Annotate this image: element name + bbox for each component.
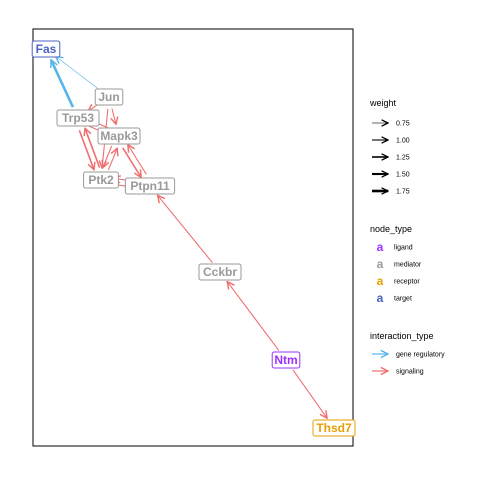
legend-interaction-type-title: interaction_type (370, 331, 434, 341)
node-box-ptpn11 (124, 177, 176, 195)
legend-weight: weight 0.75 1.00 1.25 1.50 1.75 (369, 98, 410, 196)
legend-node-glyph: a (377, 274, 384, 288)
node-box-ptk2 (83, 171, 119, 189)
node-box-jun (94, 88, 124, 106)
edge-ptpn11-mapk3 (128, 145, 147, 175)
node-label-mapk3: Mapk3 (100, 129, 138, 143)
edge-trp53-fas (49, 60, 75, 108)
node-jun: Jun (94, 88, 124, 106)
legend-node-label: receptor (394, 279, 420, 286)
node-label-jun: Jun (98, 90, 119, 104)
legend-node-glyph: a (377, 240, 384, 254)
legend-node-glyph: a (377, 291, 384, 305)
legend-node-label: target (394, 296, 412, 303)
node-label-ptpn11: Ptpn11 (130, 179, 170, 193)
nodes-layer: Fas Jun Trp53 Mapk3 Ptk2 Ptpn11 Cckbr Ntm Thsd7 (31, 40, 356, 437)
edge-jun-fas (56, 56, 100, 90)
node-mapk3: Mapk3 (97, 127, 141, 145)
edge-ntm-thsd7 (292, 369, 327, 418)
edge-cckbr-ptpn11 (158, 195, 213, 264)
legend-weight-label: 0.75 (396, 121, 410, 128)
edge-trp53-ptk2 (78, 130, 94, 169)
node-ntm: Ntm (271, 351, 301, 369)
legend-interaction-type-items: gene regulatory signaling (372, 352, 445, 376)
legend-weight-label: 1.00 (396, 138, 410, 145)
legend-weight-items: 0.75 1.00 1.25 1.50 1.75 (372, 121, 410, 196)
node-label-trp53: Trp53 (62, 111, 94, 125)
node-box-ntm (271, 351, 301, 369)
node-box-trp53 (56, 109, 100, 127)
legend-node-label: mediator (394, 262, 422, 269)
legend-node-type-title: node_type (370, 224, 412, 234)
legend-weight-label: 1.50 (396, 172, 410, 179)
node-cckbr: Cckbr (198, 263, 242, 281)
node-box-mapk3 (97, 127, 141, 145)
node-box-fas (31, 40, 61, 58)
node-label-ptk2: Ptk2 (88, 173, 114, 187)
node-ptk2: Ptk2 (83, 171, 119, 189)
legend-node-type-items: a ligand a mediator a receptor a target (377, 240, 422, 305)
edge-mapk3-ptpn11 (122, 147, 141, 178)
edge-ptk2-mapk3 (107, 148, 117, 171)
legend-interaction-label: signaling (396, 369, 424, 376)
edge-jun-mapk3 (112, 108, 116, 125)
legend-weight-title: weight (369, 98, 397, 108)
legend-weight-label: 1.75 (396, 189, 410, 196)
legend-node-type: node_type a ligand a mediator a receptor a targ… (370, 224, 422, 305)
node-fas: Fas (31, 40, 61, 58)
edge-ntm-cckbr (227, 282, 280, 351)
node-trp53: Trp53 (56, 109, 100, 127)
legend-interaction-label: gene regulatory (396, 352, 445, 359)
node-thsd7: Thsd7 (312, 419, 356, 437)
node-label-fas: Fas (36, 42, 57, 56)
legend-node-glyph: a (377, 257, 384, 271)
legend-weight-label: 1.25 (396, 155, 410, 162)
node-box-thsd7 (312, 419, 356, 437)
node-label-cckbr: Cckbr (203, 265, 237, 279)
plot-panel (32, 28, 354, 447)
edge-ptk2-trp53 (85, 128, 101, 168)
legend-interaction-type: interaction_type gene regulatory signalin… (370, 331, 445, 376)
node-box-cckbr (198, 263, 242, 281)
node-ptpn11: Ptpn11 (124, 177, 176, 195)
node-label-ntm: Ntm (274, 353, 297, 367)
legend-node-label: ligand (394, 245, 413, 252)
node-label-thsd7: Thsd7 (316, 421, 352, 435)
